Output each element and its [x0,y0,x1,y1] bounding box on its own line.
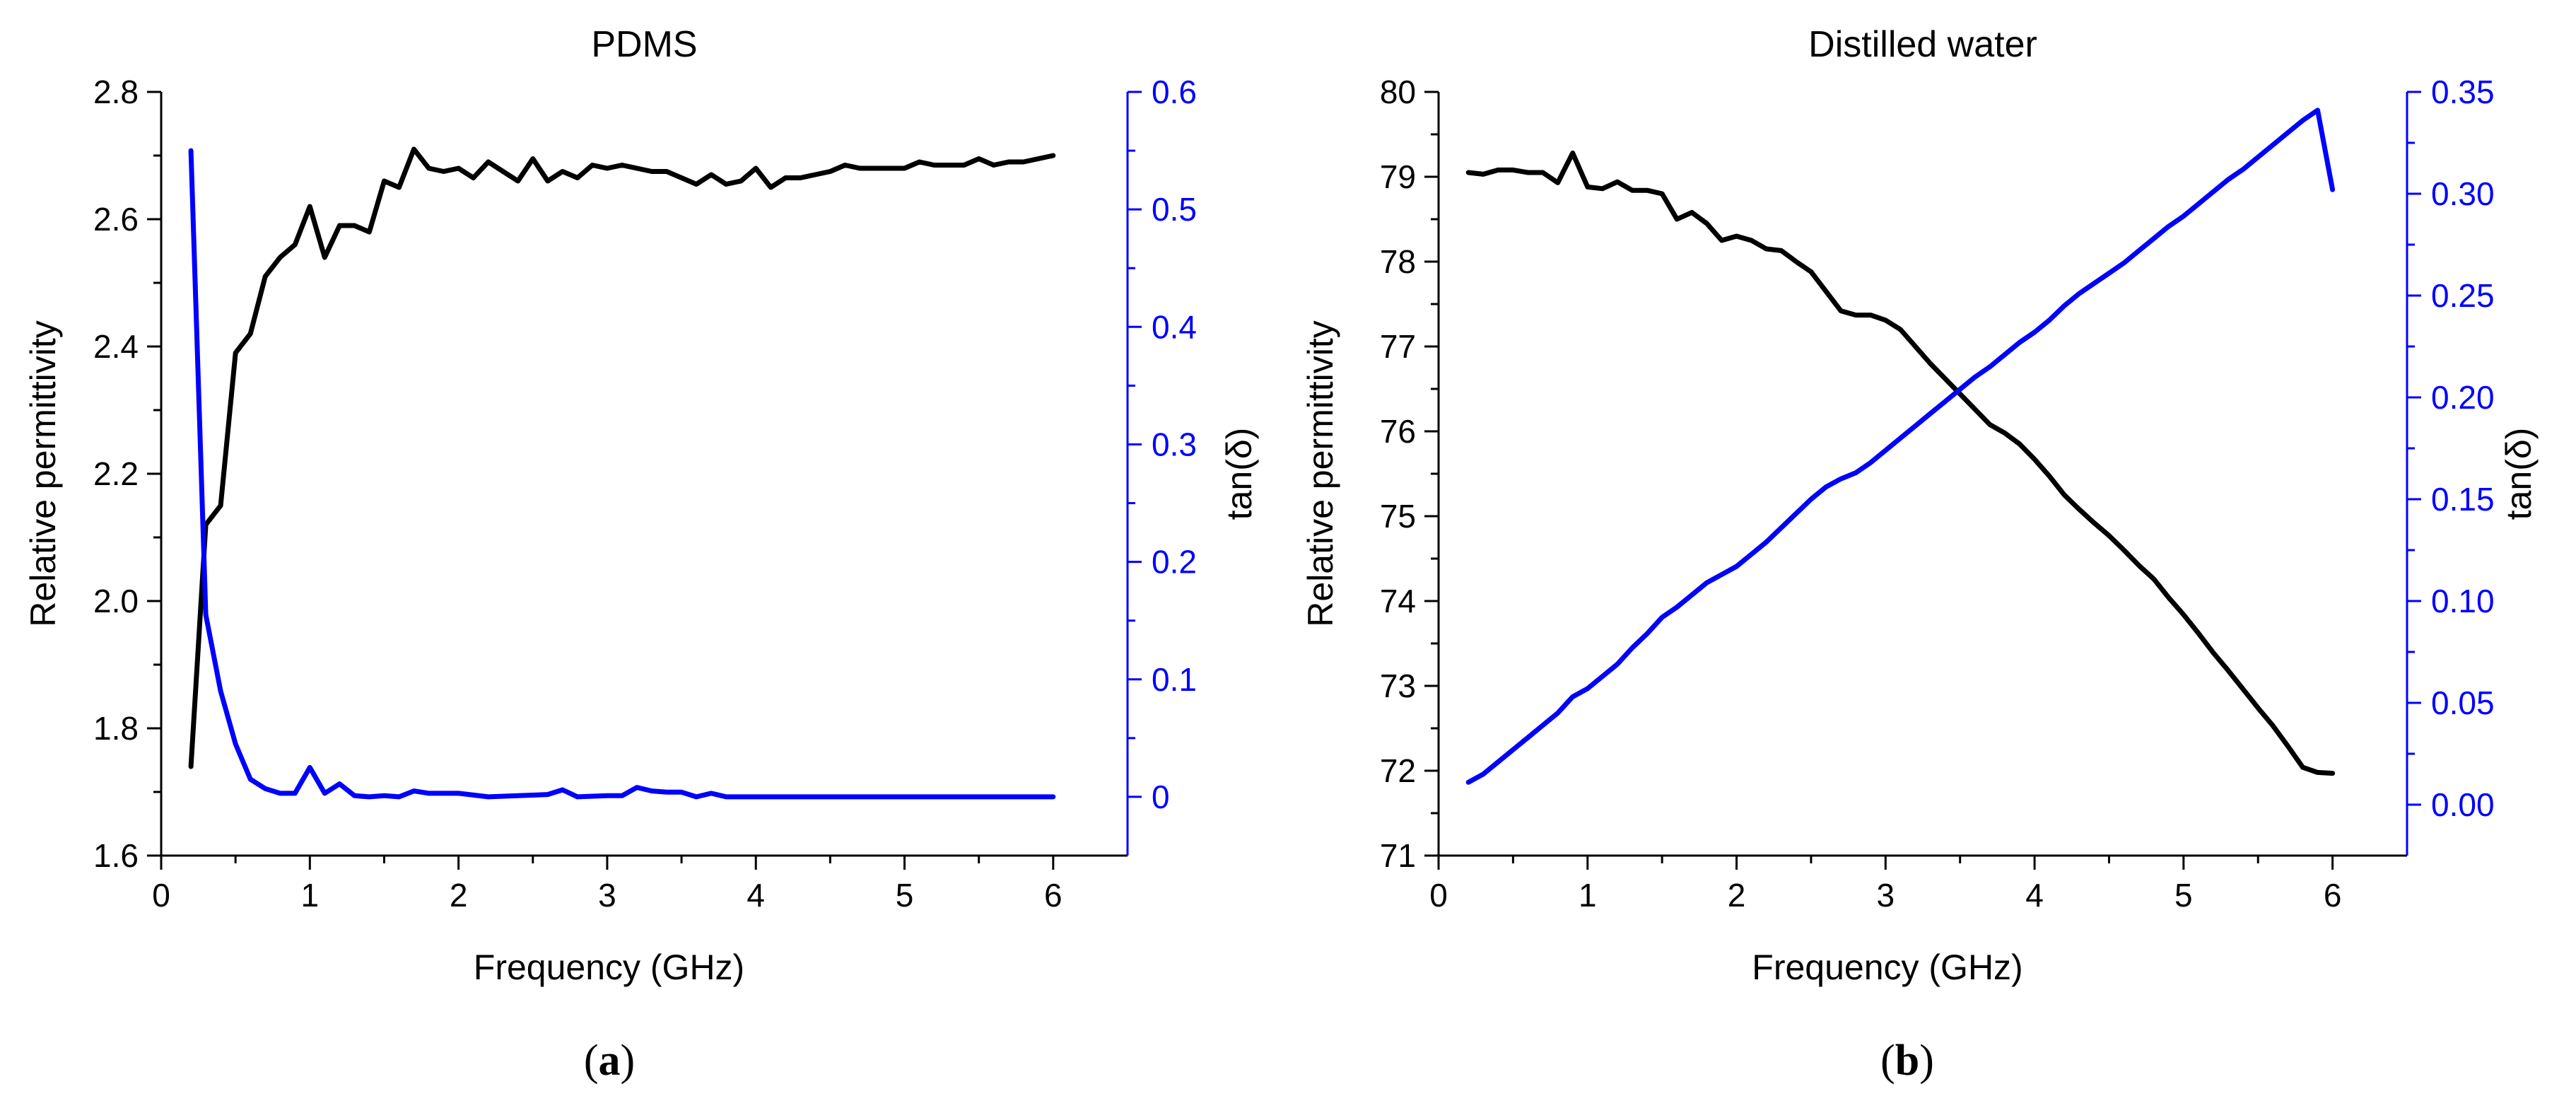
y-left-tick-label: 74 [1380,583,1416,619]
x-tick-label: 1 [1579,877,1597,914]
x-tick-label: 6 [2324,877,2342,914]
y-left-tick-label: 2.8 [93,74,139,110]
panel-label-letter: b [1895,1037,1919,1085]
y-right-tick-label: 0.25 [2431,277,2495,314]
y-right-tick-label: 0.20 [2431,379,2495,416]
y-left-tick-label: 2.0 [93,583,139,619]
chart-title: Distilled water [1808,24,2037,65]
x-tick-label: 4 [2025,877,2044,914]
panel-label: (a) [584,1037,635,1085]
y-right-tick-label: 0.5 [1152,191,1197,228]
x-tick-label: 5 [2174,877,2193,914]
series-line-tan-delta [188,148,1056,800]
y-right-tick-label: 0.05 [2431,684,2495,721]
y-right-tick-label: 0.15 [2431,481,2495,518]
x-tick-label: 3 [1877,877,1895,914]
y-left-tick-label: 75 [1380,498,1416,535]
series-line-tan-delta [1465,107,2336,785]
y-left-tick-label: 71 [1380,837,1416,874]
panel-label-letter: a [599,1037,621,1085]
y-right-tick-label: 0.3 [1152,426,1197,462]
y-axis-right-label: tan(δ) [1219,428,1259,520]
y-right-tick-label: 0.00 [2431,786,2495,823]
y-right-tick-label: 0.1 [1152,661,1197,698]
panel-label-close-paren: ) [621,1037,636,1085]
y-left-tick-label: 80 [1380,74,1416,110]
chart-title: PDMS [591,24,697,65]
x-tick-label: 4 [747,877,765,914]
x-axis-label: Frequency (GHz) [474,948,744,987]
chart-panel-a: PDMS 0 1 2 3 4 5 6 1.6 1.8 2.0 2.2 2.4 2.6 2.8 0 0.1 0.2 0… [23,24,1259,1085]
y-left-tick-label: 1.8 [93,710,139,747]
x-tick-label: 0 [152,877,170,914]
x-tick-label: 1 [301,877,320,914]
series-line-permittivity [188,146,1056,769]
x-axis-label: Frequency (GHz) [1752,948,2022,987]
x-tick-label: 2 [1728,877,1746,914]
series-line-permittivity [1465,150,2336,776]
y-axis-right-label: tan(δ) [2499,428,2539,520]
y-left-tick-label: 2.2 [93,455,139,492]
y-right-tick-label: 0.35 [2431,74,2495,110]
y-right-tick-label: 0 [1152,779,1170,815]
y-left-tick-label: 1.6 [93,837,139,874]
y-left-tick-label: 76 [1380,413,1416,450]
y-left-tick-label: 79 [1380,158,1416,195]
panel-label-close-paren: ) [1919,1037,1934,1085]
x-tick-label: 3 [598,877,616,914]
y-left-tick-label: 77 [1380,328,1416,365]
panel-label-open-paren: ( [1880,1037,1895,1085]
y-left-tick-label: 72 [1380,752,1416,789]
y-right-tick-label: 0.2 [1152,544,1197,581]
y-right-tick-label: 0.4 [1152,308,1197,345]
x-tick-label: 2 [450,877,468,914]
panel-label-open-paren: ( [584,1037,599,1085]
y-axis-left-label: Relative permittivity [1301,320,1340,626]
chart-panel-b: Distilled water 0 1 2 3 4 5 6 71 72 73 74 75 76 77 78 79… [1301,24,2539,1085]
x-tick-label: 0 [1429,877,1448,914]
panel-label: (b) [1880,1037,1934,1085]
y-right-tick-label: 0.10 [2431,583,2495,619]
y-left-tick-label: 2.4 [93,328,139,365]
y-left-tick-label: 2.6 [93,201,139,238]
y-right-tick-label: 0.6 [1152,74,1197,110]
x-tick-label: 5 [896,877,914,914]
y-axis-left-label: Relative permittivity [23,320,63,626]
y-left-tick-label: 78 [1380,243,1416,280]
x-tick-label: 6 [1044,877,1062,914]
y-left-tick-label: 73 [1380,667,1416,704]
y-right-tick-label: 0.30 [2431,175,2495,212]
